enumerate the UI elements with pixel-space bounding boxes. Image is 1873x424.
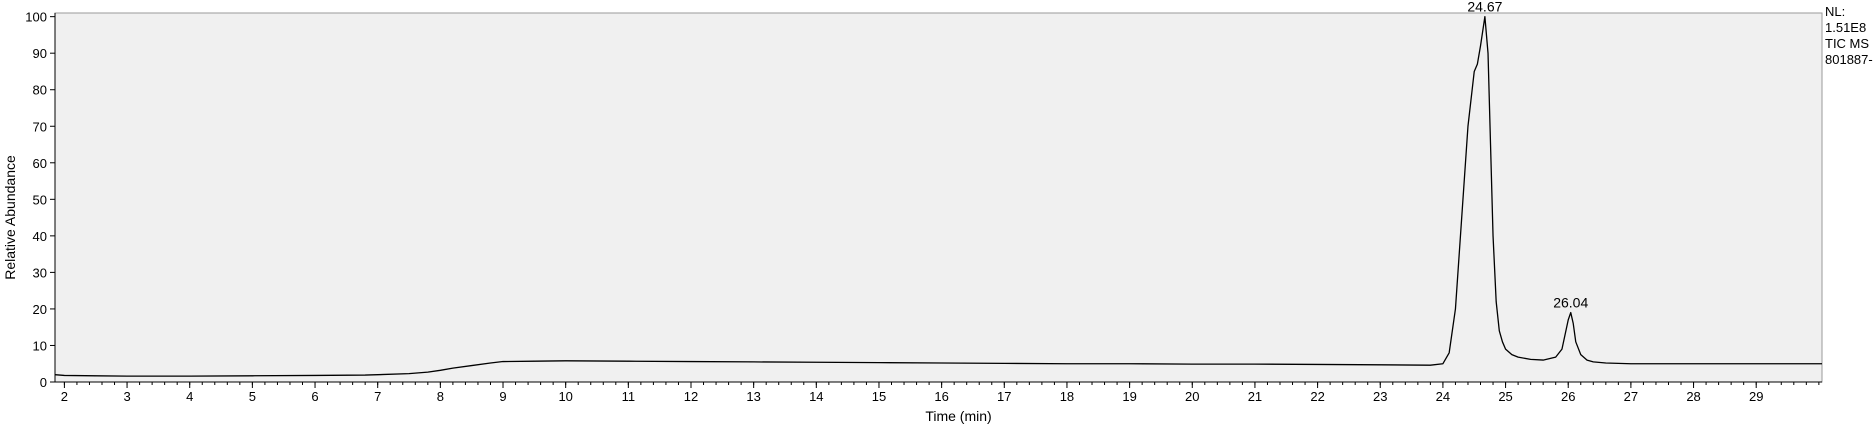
x-tick-label: 9 [499,389,506,404]
y-axis-title: Relative Abundance [2,155,18,280]
x-tick-label: 12 [684,389,698,404]
x-tick-label: 6 [311,389,318,404]
x-tick-label: 13 [746,389,760,404]
x-tick-label: 26 [1561,389,1575,404]
plot-area [54,12,1823,383]
x-tick-label: 21 [1248,389,1262,404]
x-tick-label: 11 [622,389,636,404]
x-tick-label: 17 [997,389,1011,404]
x-tick-label: 4 [186,389,193,404]
y-tick-label: 100 [25,10,47,25]
x-tick-label: 16 [934,389,948,404]
x-tick-label: 15 [872,389,886,404]
y-tick-label: 0 [40,375,47,390]
x-tick-label: 8 [437,389,444,404]
x-tick-label: 3 [123,389,130,404]
x-tick-label: 10 [558,389,572,404]
y-tick-label: 70 [33,119,47,134]
y-tick-label: 90 [33,46,47,61]
x-axis-ticks: 2 3 4 5 6 7 8 9 10 11 12 13 14 15 16 17 18 19 20 21 22 23 24 25… [61,382,1763,404]
x-tick-label: 22 [1310,389,1324,404]
x-tick-label: 18 [1060,389,1074,404]
x-tick-label: 27 [1624,389,1638,404]
x-axis-title: Time (min) [925,408,991,424]
x-tick-label: 19 [1122,389,1136,404]
peak-label: 26.04 [1553,295,1588,311]
tic-trace-line [54,15,1822,377]
y-tick-label: 40 [33,229,47,244]
x-tick-label: 23 [1373,389,1387,404]
x-tick-label: 28 [1686,389,1700,404]
x-tick-label: 24 [1436,389,1450,404]
y-tick-label: 50 [33,192,47,207]
sample-id: 801887- [1825,52,1873,67]
y-axis-ticks: 0 10 20 30 40 50 60 70 80 90 100 [25,10,55,390]
x-tick-label: 25 [1498,389,1512,404]
x-tick-label: 29 [1749,389,1763,404]
y-tick-label: 20 [33,302,47,317]
peak-label: 24.67 [1467,0,1502,15]
normalization-label: NL: [1825,4,1846,19]
peak-labels: 24.67 26.04 [1467,0,1588,311]
x-tick-label: 20 [1185,389,1199,404]
y-tick-label: 80 [33,83,47,98]
x-tick-label: 7 [374,389,381,404]
y-tick-label: 10 [33,338,47,353]
x-tick-label: 2 [61,389,68,404]
x-tick-label: 14 [809,389,823,404]
y-tick-label: 30 [33,265,47,280]
x-tick-label: 5 [249,389,256,404]
scan-filter: TIC MS [1825,36,1870,51]
y-tick-label: 60 [33,156,47,171]
normalization-value: 1.51E8 [1825,20,1867,35]
